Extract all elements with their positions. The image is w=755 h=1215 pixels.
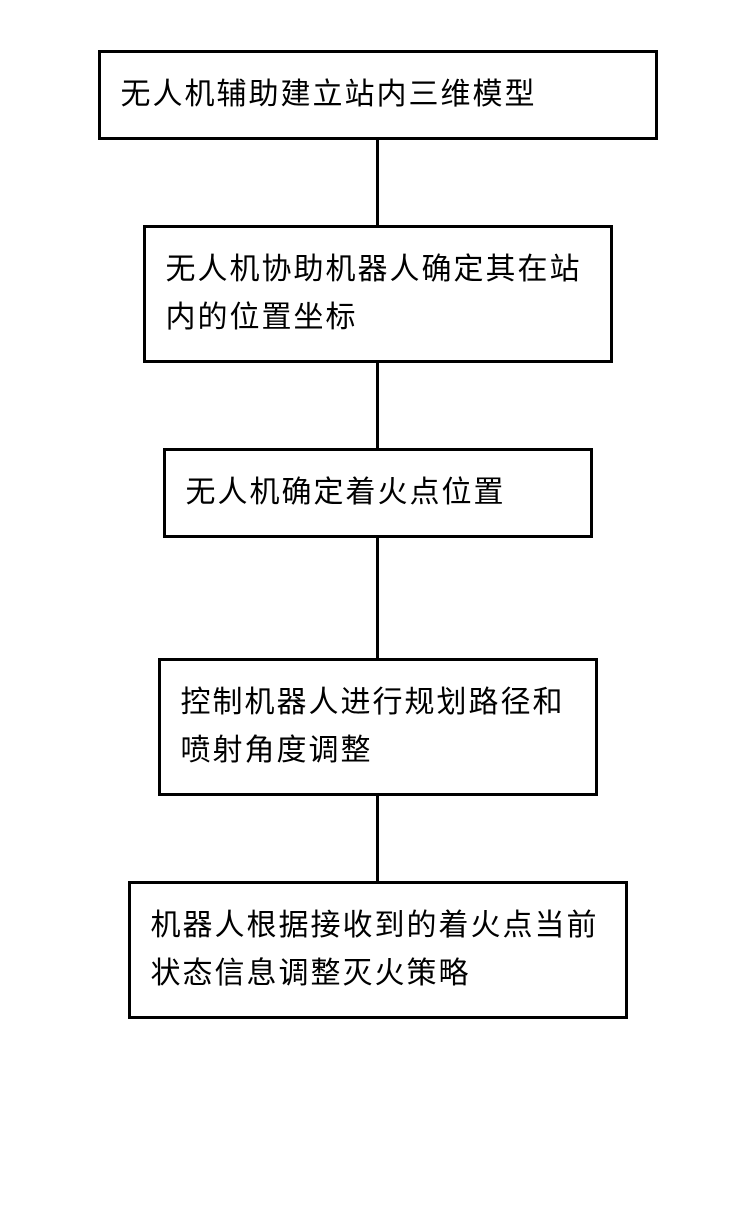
connector-2	[376, 363, 379, 448]
step-5-box: 机器人根据接收到的着火点当前状态信息调整灭火策略	[128, 881, 628, 1019]
step-1-text: 无人机辅助建立站内三维模型	[121, 78, 537, 111]
step-3-text: 无人机确定着火点位置	[186, 476, 506, 509]
step-1-box: 无人机辅助建立站内三维模型	[98, 50, 658, 140]
step-4-text: 控制机器人进行规划路径和喷射角度调整	[181, 686, 565, 767]
connector-3	[376, 538, 379, 658]
step-4-box: 控制机器人进行规划路径和喷射角度调整	[158, 658, 598, 796]
step-3-box: 无人机确定着火点位置	[163, 448, 593, 538]
step-2-box: 无人机协助机器人确定其在站内的位置坐标	[143, 225, 613, 363]
connector-1	[376, 140, 379, 225]
step-2-text: 无人机协助机器人确定其在站内的位置坐标	[166, 253, 582, 334]
flowchart-container: 无人机辅助建立站内三维模型 无人机协助机器人确定其在站内的位置坐标 无人机确定着…	[0, 0, 755, 1019]
connector-4	[376, 796, 379, 881]
step-5-text: 机器人根据接收到的着火点当前状态信息调整灭火策略	[151, 909, 599, 990]
